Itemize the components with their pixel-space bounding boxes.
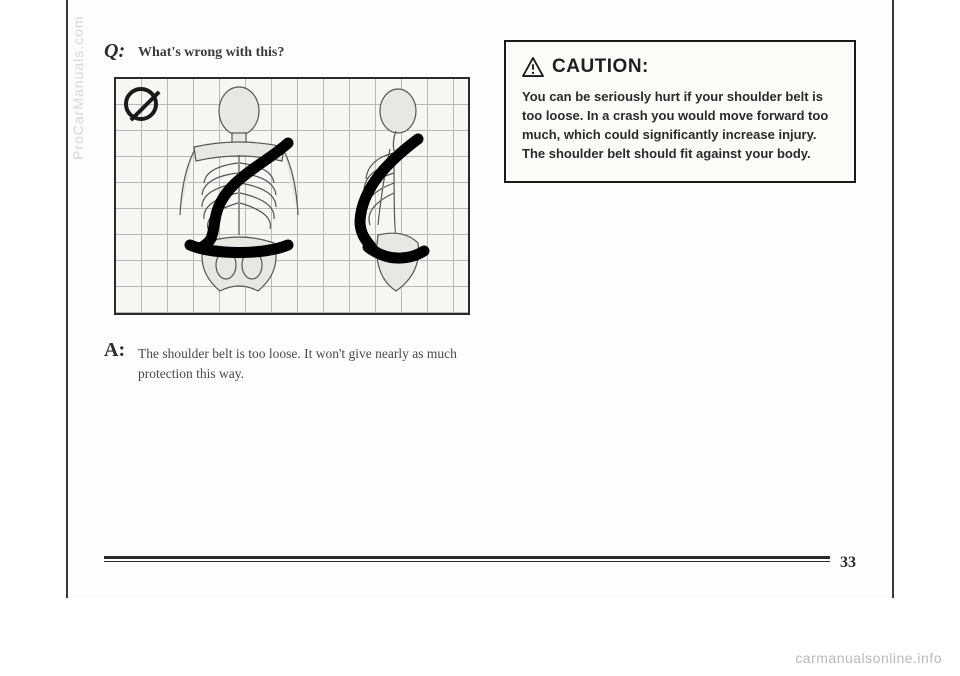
- skeleton-side: [338, 85, 458, 309]
- prohibit-icon: [124, 87, 158, 121]
- q-text: What's wrong with this?: [138, 40, 284, 63]
- a-letter: A:: [104, 339, 128, 385]
- two-column-layout: Q: What's wrong with this?: [104, 40, 856, 399]
- answer-row: A: The shoulder belt is too loose. It wo…: [104, 339, 470, 385]
- manual-page: Q: What's wrong with this?: [66, 0, 894, 598]
- watermark-side: ProCarManuals.com: [70, 15, 86, 160]
- caution-title: CAUTION:: [552, 56, 649, 78]
- skeleton-front: [154, 85, 324, 309]
- caution-body: You can be seriously hurt if your should…: [522, 88, 838, 163]
- caution-box: CAUTION: You can be seriously hurt if yo…: [504, 40, 856, 183]
- footer-rule: [104, 556, 856, 562]
- illustration-box: [114, 77, 470, 315]
- a-text: The shoulder belt is too loose. It won't…: [138, 339, 470, 385]
- question-row: Q: What's wrong with this?: [104, 40, 470, 63]
- right-column: CAUTION: You can be seriously hurt if yo…: [504, 40, 856, 399]
- watermark-bottom: carmanualsonline.info: [795, 650, 942, 666]
- caution-header: CAUTION:: [522, 56, 838, 78]
- warning-icon: [522, 57, 544, 77]
- page-number: 33: [830, 554, 856, 572]
- q-letter: Q:: [104, 40, 128, 63]
- left-column: Q: What's wrong with this?: [104, 40, 470, 399]
